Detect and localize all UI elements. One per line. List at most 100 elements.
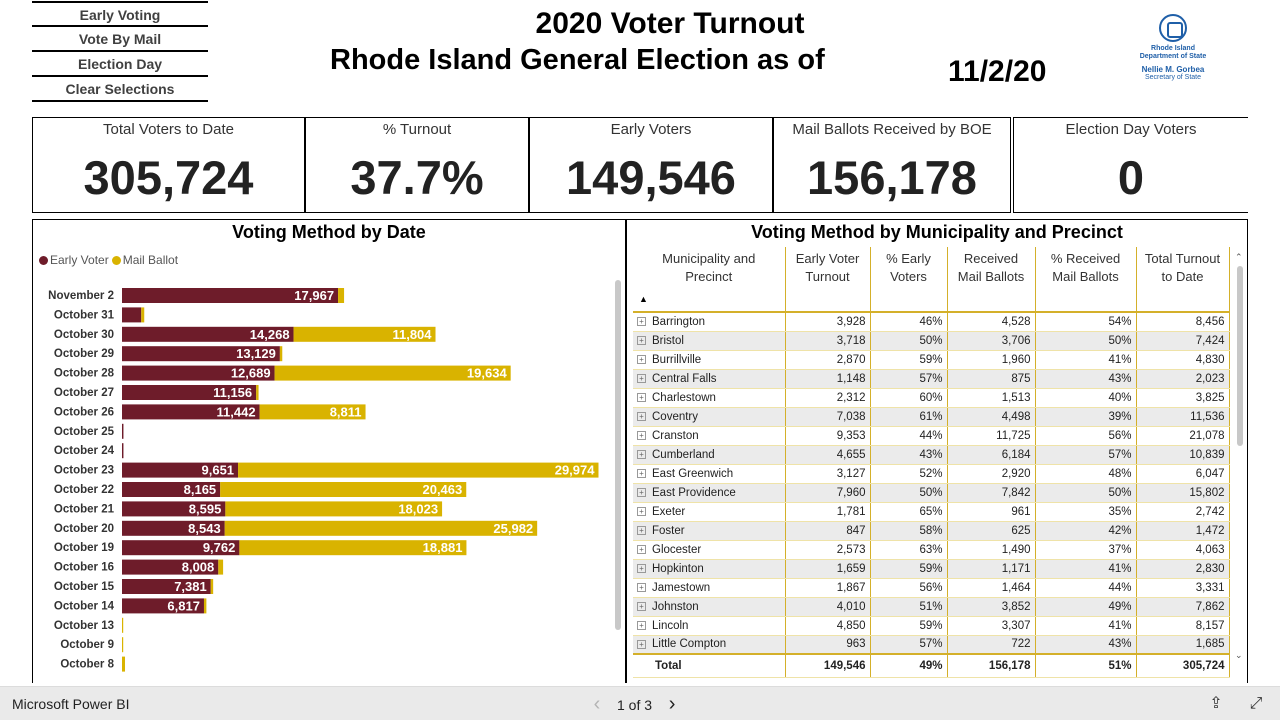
mail-ballot-bar[interactable] bbox=[274, 365, 511, 381]
scrollbar-thumb[interactable] bbox=[1237, 266, 1243, 446]
scroll-down-icon[interactable]: ⌄ bbox=[1235, 650, 1243, 660]
mail-ballot-bar[interactable] bbox=[220, 482, 467, 497]
mail-ballot-bar[interactable] bbox=[218, 559, 224, 575]
mail-ballot-bar[interactable] bbox=[122, 656, 126, 672]
expand-row-icon[interactable]: + bbox=[637, 487, 646, 497]
early-voter-bar[interactable] bbox=[122, 326, 294, 342]
scroll-up-icon[interactable]: ⌃ bbox=[1235, 252, 1243, 262]
clear-selections-button[interactable]: Clear Selections bbox=[32, 77, 208, 102]
table-row[interactable]: + Foster 847 58% 625 42% 1,472 bbox=[633, 521, 1230, 541]
expand-row-icon[interactable]: + bbox=[637, 335, 646, 345]
total-cell: 49% bbox=[870, 653, 948, 678]
expand-row-icon[interactable]: + bbox=[637, 411, 646, 421]
early-voter-bar[interactable] bbox=[122, 404, 260, 420]
expand-row-icon[interactable]: + bbox=[637, 506, 646, 516]
legend-item-mail-ballot[interactable]: Mail Ballot bbox=[111, 253, 178, 267]
expand-row-icon[interactable]: + bbox=[637, 317, 646, 327]
sort-ascending-icon[interactable]: ▲ bbox=[639, 294, 648, 304]
table-cell: 4,850 bbox=[785, 616, 871, 636]
table-row[interactable]: + Coventry 7,038 61% 4,498 39% 11,536 bbox=[633, 407, 1230, 427]
column-header-percent-early[interactable]: % Early Voters bbox=[870, 247, 948, 313]
mail-ballot-bar[interactable] bbox=[210, 579, 214, 594]
expand-row-icon[interactable]: + bbox=[637, 582, 646, 592]
early-voter-bar[interactable] bbox=[122, 307, 142, 323]
table-row[interactable]: + Bristol 3,718 50% 3,706 50% 7,424 bbox=[633, 331, 1230, 351]
election-day-button[interactable]: Election Day bbox=[32, 52, 208, 77]
legend-item-early-voter[interactable]: Early Voter bbox=[39, 253, 109, 267]
table-row[interactable]: + Central Falls 1,148 57% 875 43% 2,023 bbox=[633, 369, 1230, 389]
expand-row-icon[interactable]: + bbox=[637, 392, 646, 402]
early-voter-bar[interactable] bbox=[122, 462, 239, 478]
mail-ballot-bar[interactable] bbox=[338, 288, 345, 303]
column-header-total-turnout[interactable]: Total Turnout to Date bbox=[1136, 247, 1230, 313]
mail-ballot-bar[interactable] bbox=[122, 637, 124, 653]
early-voter-bar[interactable] bbox=[122, 501, 226, 517]
mail-ballot-bar[interactable] bbox=[225, 501, 443, 517]
kpi-value: 37.7% bbox=[350, 151, 484, 204]
table-body: + Barrington 3,928 46% 4,528 54% 8,456 + Bristol… bbox=[633, 312, 1230, 678]
table-row[interactable]: + Hopkinton 1,659 59% 1,171 41% 2,830 bbox=[633, 559, 1230, 579]
table-row[interactable]: + Johnston 4,010 51% 3,852 49% 7,862 bbox=[633, 597, 1230, 617]
early-voting-button[interactable]: Early Voting bbox=[32, 1, 208, 27]
column-header-early-voter-turnout[interactable]: Early Voter Turnout bbox=[785, 247, 871, 313]
table-row[interactable]: + Lincoln 4,850 59% 3,307 41% 8,157 bbox=[633, 616, 1230, 636]
next-page-icon[interactable]: › bbox=[668, 693, 676, 715]
mail-ballot-bar[interactable] bbox=[293, 326, 436, 342]
municipality-name-cell: + Lincoln bbox=[633, 616, 786, 636]
fullscreen-icon[interactable]: ⤢ bbox=[1249, 695, 1263, 712]
expand-row-icon[interactable]: + bbox=[637, 544, 646, 554]
table-row[interactable]: + Cranston 9,353 44% 11,725 56% 21,078 bbox=[633, 426, 1230, 446]
powerbi-brand-link[interactable]: Microsoft Power BI bbox=[12, 696, 130, 712]
early-voter-bar[interactable] bbox=[122, 288, 339, 303]
expand-row-icon[interactable]: + bbox=[637, 563, 646, 573]
mail-ballot-bar[interactable] bbox=[279, 346, 283, 362]
mail-ballot-bar[interactable] bbox=[224, 520, 538, 536]
early-voter-bar[interactable] bbox=[122, 423, 124, 439]
expand-row-icon[interactable]: + bbox=[637, 620, 646, 630]
table-scrollbar[interactable]: ⌃ ⌄ bbox=[1233, 248, 1245, 668]
expand-row-icon[interactable]: + bbox=[637, 354, 646, 364]
previous-page-icon[interactable]: ‹ bbox=[593, 693, 601, 715]
mail-ballot-bar[interactable] bbox=[256, 385, 259, 400]
chart-scrollbar[interactable] bbox=[615, 280, 621, 630]
early-voter-bar[interactable] bbox=[122, 579, 211, 594]
mail-ballot-bar[interactable] bbox=[141, 307, 145, 323]
share-icon[interactable]: ⇪ bbox=[1209, 695, 1223, 712]
table-row[interactable]: + Glocester 2,573 63% 1,490 37% 4,063 bbox=[633, 540, 1230, 560]
early-voter-bar[interactable] bbox=[122, 559, 219, 575]
table-row[interactable]: + Little Compton 963 57% 722 43% 1,685 bbox=[633, 635, 1230, 655]
early-voter-bar[interactable] bbox=[122, 346, 280, 362]
early-voter-bar[interactable] bbox=[122, 520, 225, 536]
early-voter-bar[interactable] bbox=[122, 598, 204, 614]
column-header-percent-mail[interactable]: % Received Mail Ballots bbox=[1035, 247, 1137, 313]
table-row[interactable]: + Jamestown 1,867 56% 1,464 44% 3,331 bbox=[633, 578, 1230, 598]
column-header-municipality[interactable]: Municipality and Precinct ▲ bbox=[633, 247, 786, 313]
mail-ballot-bar[interactable] bbox=[259, 404, 366, 420]
expand-row-icon[interactable]: + bbox=[637, 430, 646, 440]
mail-ballot-bar[interactable] bbox=[122, 617, 124, 633]
expand-row-icon[interactable]: + bbox=[637, 639, 646, 649]
table-row[interactable]: + Burrillville 2,870 59% 1,960 41% 4,830 bbox=[633, 350, 1230, 370]
early-voter-bar[interactable] bbox=[122, 540, 240, 556]
early-voter-bar[interactable] bbox=[122, 443, 124, 459]
expand-row-icon[interactable]: + bbox=[637, 525, 646, 535]
expand-row-icon[interactable]: + bbox=[637, 449, 646, 459]
mail-ballot-bar[interactable] bbox=[238, 462, 599, 478]
table-row[interactable]: + East Greenwich 3,127 52% 2,920 48% 6,047 bbox=[633, 464, 1230, 484]
table-row[interactable]: + East Providence 7,960 50% 7,842 50% 15,802 bbox=[633, 483, 1230, 503]
early-voter-bar[interactable] bbox=[122, 365, 275, 381]
early-voter-bar[interactable] bbox=[122, 482, 221, 497]
vote-by-mail-button[interactable]: Vote By Mail bbox=[32, 27, 208, 52]
expand-row-icon[interactable]: + bbox=[637, 601, 646, 611]
table-row[interactable]: + Barrington 3,928 46% 4,528 54% 8,456 bbox=[633, 312, 1230, 332]
logo-line-1: Rhode Island bbox=[1151, 45, 1195, 52]
early-voter-bar[interactable] bbox=[122, 385, 257, 400]
expand-row-icon[interactable]: + bbox=[637, 468, 646, 478]
table-row[interactable]: + Exeter 1,781 65% 961 35% 2,742 bbox=[633, 502, 1230, 522]
mail-ballot-bar[interactable] bbox=[203, 598, 207, 614]
expand-row-icon[interactable]: + bbox=[637, 373, 646, 383]
table-row[interactable]: + Charlestown 2,312 60% 1,513 40% 3,825 bbox=[633, 388, 1230, 408]
table-row[interactable]: + Cumberland 4,655 43% 6,184 57% 10,839 bbox=[633, 445, 1230, 465]
mail-ballot-bar[interactable] bbox=[239, 540, 467, 556]
column-header-received-mail[interactable]: Received Mail Ballots bbox=[947, 247, 1036, 313]
